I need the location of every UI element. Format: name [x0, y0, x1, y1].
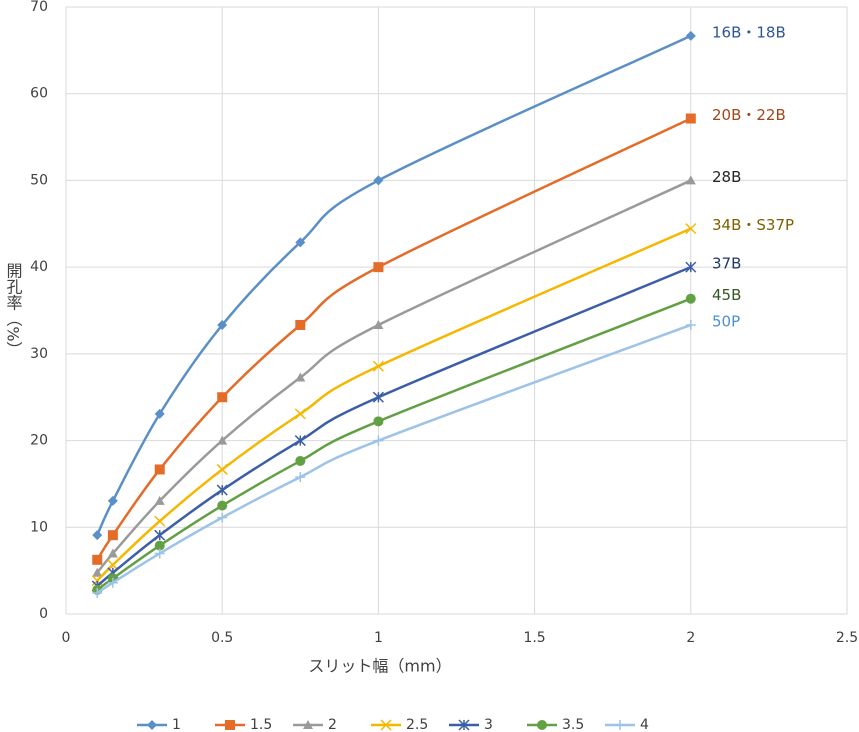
legend-marker: [225, 720, 235, 730]
marker: [373, 262, 384, 273]
marker: [373, 175, 384, 186]
legend-label: 4: [640, 717, 649, 732]
x-tick-label: 2.5: [836, 630, 858, 646]
marker: [92, 567, 103, 577]
marker: [107, 495, 118, 506]
marker: [107, 530, 118, 541]
x-tick-label: 2: [686, 630, 695, 646]
series-line: [96, 117, 692, 561]
marker: [154, 548, 165, 559]
marker: [685, 113, 696, 124]
annotation: 50P: [712, 312, 740, 330]
marker: [294, 408, 306, 420]
marker: [154, 529, 166, 541]
marker: [373, 435, 384, 446]
marker: [373, 416, 384, 427]
marker: [154, 495, 165, 505]
marker: [216, 484, 228, 496]
y-tick-label: 30: [30, 346, 48, 362]
marker: [217, 319, 228, 330]
y-tick-label: 0: [39, 606, 48, 622]
marker: [295, 455, 306, 466]
marker: [154, 515, 166, 527]
marker: [685, 261, 697, 273]
marker: [295, 319, 306, 330]
x-tick-label: 1.5: [523, 630, 545, 646]
marker: [294, 435, 306, 447]
annotation: 16B・18B: [712, 23, 786, 41]
annotation: 37B: [712, 255, 741, 273]
legend-marker: [615, 720, 625, 730]
marker: [154, 540, 165, 551]
marker: [685, 319, 696, 330]
legend-label: 2: [328, 717, 337, 732]
y-tick-label: 70: [30, 0, 48, 15]
legend-label: 2.5: [406, 717, 428, 732]
legend-marker: [147, 720, 157, 730]
marker: [685, 223, 697, 235]
marker: [372, 360, 384, 372]
annotation: 20B・22B: [712, 106, 786, 124]
series-line: [96, 179, 692, 574]
annotation: 45B: [712, 286, 741, 304]
series-line: [96, 265, 692, 587]
annotation: 28B: [712, 168, 741, 186]
marker: [295, 472, 306, 483]
marker: [217, 512, 228, 523]
marker: [685, 175, 696, 185]
marker: [685, 30, 696, 41]
y-axis-label: 開孔率（%）: [4, 262, 23, 357]
marker: [107, 559, 119, 571]
legend-marker: [380, 719, 392, 731]
x-tick-label: 1: [374, 630, 383, 646]
legend-marker: [537, 720, 547, 730]
marker: [92, 587, 103, 598]
marker: [154, 408, 165, 419]
series-line: [96, 34, 692, 536]
y-tick-label: 20: [30, 433, 48, 449]
marker: [295, 237, 306, 248]
legend-marker: [303, 720, 313, 729]
x-tick-label: 0.5: [211, 630, 233, 646]
marker: [92, 530, 103, 541]
marker: [373, 319, 384, 329]
marker: [217, 435, 228, 445]
marker: [107, 548, 118, 558]
y-tick-label: 60: [30, 86, 48, 102]
series-line: [96, 227, 692, 582]
x-tick-label: 0: [62, 630, 71, 646]
legend-marker: [458, 719, 470, 731]
marker: [217, 392, 228, 403]
legend-label: 3.5: [562, 717, 584, 732]
y-tick-label: 10: [30, 519, 48, 535]
annotation: 34B・S37P: [712, 216, 794, 234]
marker: [154, 464, 165, 475]
y-tick-label: 40: [30, 259, 48, 275]
y-tick-label: 50: [30, 172, 48, 188]
legend-label: 1.5: [250, 717, 272, 732]
marker: [685, 293, 696, 304]
marker: [372, 391, 384, 403]
legend-label: 3: [484, 717, 493, 732]
marker: [217, 500, 228, 511]
marker: [107, 577, 118, 588]
marker: [295, 372, 306, 382]
legend-label: 1: [172, 717, 181, 732]
series-line: [96, 323, 692, 594]
series-line: [96, 297, 692, 591]
marker: [92, 554, 103, 565]
marker: [216, 463, 228, 475]
x-axis-label: スリット幅（mm）: [308, 657, 451, 676]
